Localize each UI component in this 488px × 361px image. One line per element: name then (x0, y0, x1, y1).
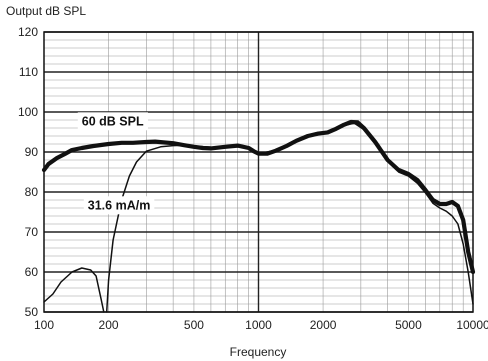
y-tick-label: 100 (18, 105, 38, 119)
y-tick-label: 50 (25, 305, 39, 319)
x-tick-label: 1000 (245, 318, 272, 332)
y-tick-label: 110 (19, 65, 38, 79)
y-axis-title: Output dB SPL (6, 4, 86, 18)
series-line-magnetic-1 (43, 267, 105, 313)
series-line-magnetic-2 (105, 122, 474, 313)
x-axis-title: Frequency (230, 345, 287, 359)
annotations-layer: 60 dB SPL 31.6 mA/m (77, 112, 155, 215)
annotation-label: 60 dB SPL (82, 114, 144, 128)
x-tick-label: 10000 (456, 318, 488, 332)
x-tick-label: 2000 (310, 318, 337, 332)
y-tick-label: 80 (25, 185, 39, 199)
annotation-background (77, 112, 148, 131)
annotation-background (83, 196, 155, 215)
y-tick-labels: 50 60 70 80 90 100 110 120 (18, 25, 38, 319)
x-tick-label: 200 (99, 318, 119, 332)
x-tick-label: 5000 (395, 318, 422, 332)
annotation-label: 31.6 mA/m (88, 198, 151, 212)
series-layer (41, 119, 476, 313)
y-tick-label: 70 (25, 225, 39, 239)
y-tick-label: 120 (18, 25, 38, 39)
x-tick-label: 500 (184, 318, 204, 332)
y-tick-label: 90 (25, 145, 39, 159)
y-tick-label: 60 (25, 265, 39, 279)
x-tick-labels: 100 200 500 1000 2000 5000 10000 (34, 318, 488, 332)
x-tick-label: 100 (34, 318, 54, 332)
